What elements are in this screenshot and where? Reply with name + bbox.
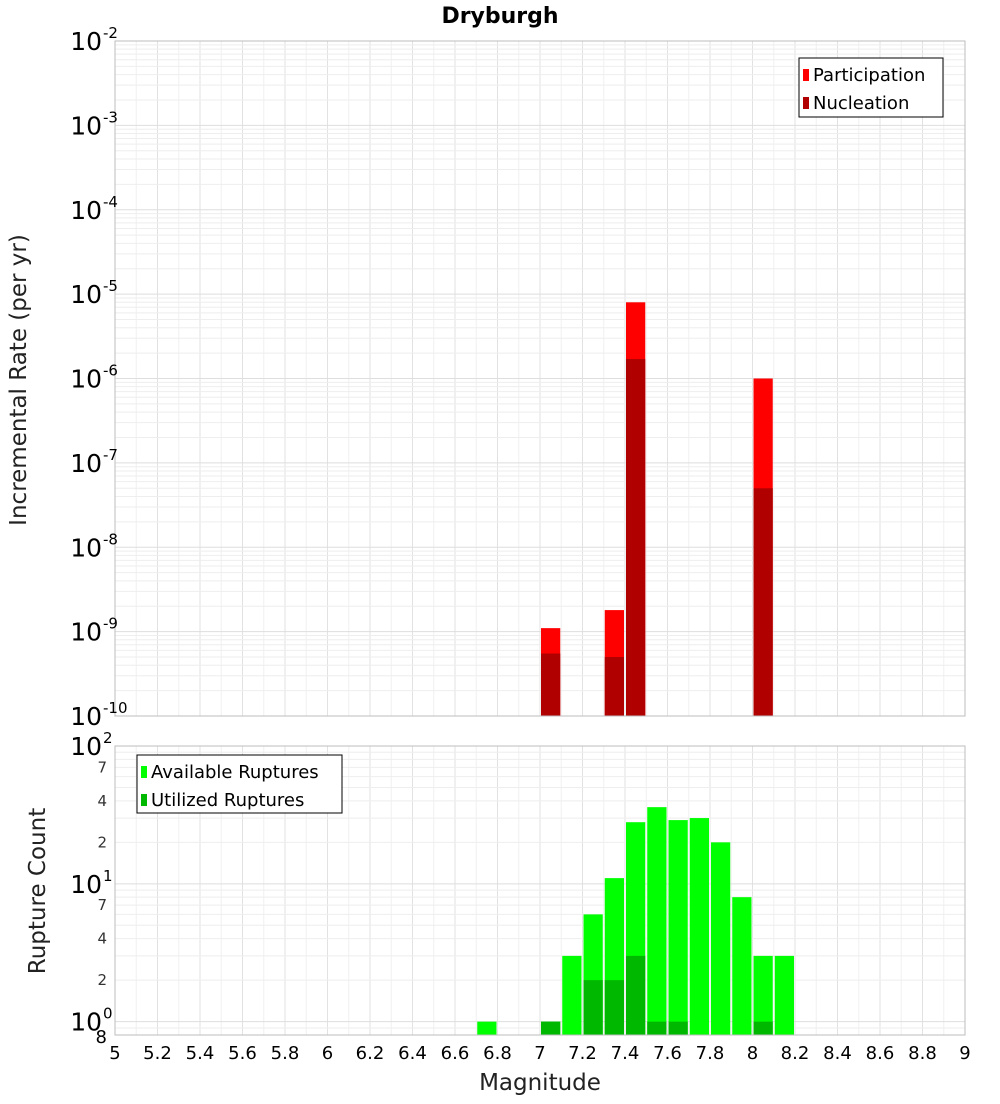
x-tick-label: 7.6	[653, 1043, 682, 1064]
x-tick-label: 5.6	[228, 1043, 257, 1064]
legend-swatch	[141, 766, 147, 778]
y-tick-exponent: -3	[103, 108, 118, 126]
rate-series-1	[541, 302, 773, 716]
y-tick-label: 10	[70, 27, 102, 56]
x-tick-label: 9	[959, 1043, 970, 1064]
legend-label: Nucleation	[813, 93, 909, 114]
count-bar	[689, 818, 709, 1035]
x-tick-label: 8	[747, 1043, 758, 1064]
x-tick-label: 5.2	[143, 1043, 172, 1064]
y-tick-exponent: -6	[103, 362, 118, 380]
rate-bar	[541, 653, 561, 716]
y-tick-exponent: -9	[103, 615, 118, 633]
chart-title: Dryburgh	[441, 4, 558, 29]
count-bar	[711, 842, 731, 1035]
count-bar	[562, 955, 582, 1035]
count-bar	[668, 1021, 688, 1035]
y-tick-exponent: 2	[103, 729, 113, 747]
bottom-plot-frame	[114, 745, 966, 1036]
top-plot-frame	[114, 40, 966, 717]
count-bar	[668, 820, 688, 1035]
x-tick-label: 8.4	[823, 1043, 852, 1064]
x-tick-label: 8.6	[866, 1043, 895, 1064]
x-axis-label: Magnitude	[479, 1070, 601, 1096]
y-tick-label: 10	[70, 870, 102, 899]
x-tick-label: 5.4	[186, 1043, 215, 1064]
y-tick-exponent: -8	[103, 530, 118, 548]
y-tick-exponent: -10	[103, 699, 128, 717]
count-bar	[583, 980, 603, 1035]
rate-bar	[626, 359, 646, 716]
y-minor-tick-label: 7	[97, 896, 107, 914]
x-tick-label: 5	[109, 1043, 120, 1064]
y-tick-label: 10	[70, 732, 102, 761]
count-bar	[774, 955, 794, 1035]
legend-label: Available Ruptures	[151, 762, 319, 783]
legend-label: Participation	[813, 65, 925, 86]
y-tick-exponent: 1	[103, 867, 113, 885]
legend-label: Utilized Ruptures	[151, 790, 304, 811]
y-minor-tick-label: 2	[97, 833, 107, 851]
y-minor-tick-label: 4	[97, 930, 107, 948]
y-tick-exponent: -5	[103, 277, 118, 295]
y-tick-label: 10	[70, 618, 102, 647]
y-tick-label: 10	[70, 702, 102, 731]
x-tick-label: 5.8	[271, 1043, 300, 1064]
count-series-2	[541, 955, 773, 1035]
y-tick-label: 10	[70, 533, 102, 562]
count-bar	[541, 1021, 561, 1035]
count-bar	[647, 1021, 667, 1035]
y-tick-label: 10	[70, 280, 102, 309]
y-minor-tick-label: 4	[97, 792, 107, 810]
count-bar	[604, 980, 624, 1035]
x-tick-label: 8.8	[908, 1043, 937, 1064]
y-tick-exponent: 0	[103, 1005, 113, 1023]
y-tick-label: 10	[70, 1008, 102, 1037]
rate-legend: Participation Nucleation	[798, 57, 944, 118]
x-tick-label: 6.8	[483, 1043, 512, 1064]
rate-bar	[604, 657, 624, 716]
legend-box	[798, 57, 944, 118]
y-tick-label: 10	[70, 111, 102, 140]
x-tick-label: 6.6	[441, 1043, 470, 1064]
x-tick-label: 7	[534, 1043, 545, 1064]
top-grid	[114, 41, 966, 717]
legend-swatch	[141, 794, 147, 806]
x-tick-label: 7.8	[696, 1043, 725, 1064]
legend-swatch	[803, 69, 809, 81]
rate-bar	[753, 488, 773, 716]
y-tick-exponent: -4	[103, 193, 118, 211]
x-tick-label: 6.4	[398, 1043, 427, 1064]
count-bar	[647, 807, 667, 1035]
x-tick-label: 7.2	[568, 1043, 597, 1064]
count-bar	[477, 1021, 497, 1035]
count-bar	[732, 897, 752, 1035]
x-tick-label: 8.2	[781, 1043, 810, 1064]
count-bar	[753, 1021, 773, 1035]
y-axis-label-count: Rupture Count	[25, 808, 51, 974]
x-tick-label: 6.2	[356, 1043, 385, 1064]
x-tick-label: 7.4	[611, 1043, 640, 1064]
y-minor-tick-label: 2	[97, 971, 107, 989]
y-minor-tick-label: 7	[97, 758, 107, 776]
x-tick-label: 6	[322, 1043, 333, 1064]
y-tick-label: 10	[70, 365, 102, 394]
y-tick-label: 10	[70, 449, 102, 478]
rate-series-2	[541, 359, 773, 716]
count-bar	[753, 955, 773, 1035]
y-tick-exponent: -2	[103, 24, 118, 42]
count-legend: Available Ruptures Utilized Ruptures	[136, 754, 343, 814]
y-axis-label-rate: Incremental Rate (per yr)	[6, 234, 32, 526]
x-ticks: 5 5.2 5.4 5.6 5.8 6 6.2 6.4 6.6 6.8 7 7.2 7.4 7.6 7.8 8…	[109, 1043, 970, 1064]
legend-box	[136, 754, 343, 814]
y-minor-tick-label: 8	[96, 1027, 107, 1048]
y-tick-label: 10	[70, 196, 102, 225]
count-bar	[626, 955, 646, 1035]
y-tick-exponent: -7	[103, 446, 118, 464]
legend-swatch	[803, 97, 809, 109]
